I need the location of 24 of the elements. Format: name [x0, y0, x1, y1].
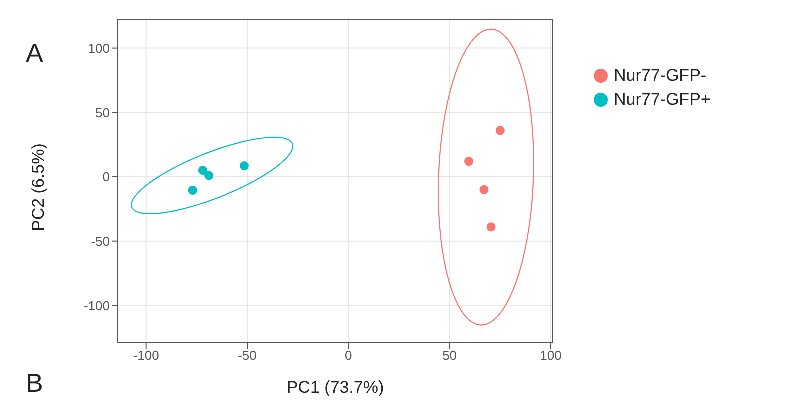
y-tick-label: 0: [102, 170, 110, 185]
y-tick-label: 50: [96, 105, 110, 120]
y-tick-label: -50: [91, 234, 110, 249]
x-tick-label: -50: [238, 348, 257, 364]
y-axis-title: PC2 (6.5%): [29, 144, 48, 232]
point: [480, 185, 489, 194]
y-tick-label: 100: [88, 40, 110, 56]
x-axis-title: PC1 (73.7%): [286, 378, 384, 397]
text: B: [26, 368, 44, 399]
point: [496, 126, 505, 136]
point: [486, 222, 496, 232]
point: [240, 162, 249, 171]
x-tick-label: 100: [540, 348, 562, 364]
legend-label: Nur77-GFP+: [614, 90, 711, 110]
point: [204, 171, 214, 180]
text: A: [26, 38, 44, 69]
point: [188, 186, 198, 196]
x-tick-label: 50: [442, 348, 458, 364]
legend-label: Nur77-GFP-: [614, 66, 707, 86]
x-tick-label: -100: [133, 348, 160, 364]
y-tick-label: -100: [84, 298, 110, 314]
x-tick-label: 0: [345, 348, 352, 364]
point: [198, 166, 208, 176]
point: [464, 157, 474, 166]
